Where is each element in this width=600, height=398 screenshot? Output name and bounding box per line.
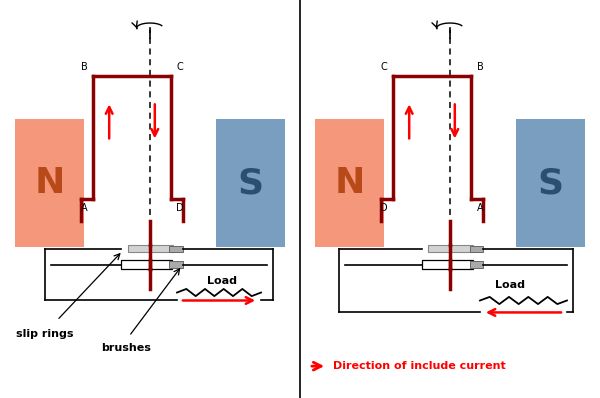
Text: N: N [34,166,65,200]
Bar [315,119,384,247]
Bar [15,119,84,247]
Text: S: S [538,166,563,200]
Text: C: C [176,62,184,72]
Bar [169,261,182,268]
Text: A: A [80,203,88,213]
Text: C: C [380,62,388,72]
Text: N: N [334,166,365,200]
Text: slip rings: slip rings [16,329,74,339]
Bar [169,246,182,252]
Bar [427,245,473,252]
Text: A: A [476,203,484,213]
Bar [216,119,285,247]
Text: Load: Load [495,279,525,290]
Text: B: B [80,62,88,72]
Text: D: D [380,203,388,213]
Text: B: B [476,62,484,72]
Text: brushes: brushes [101,343,151,353]
Text: Direction of include current: Direction of include current [333,361,506,371]
Bar [421,260,473,269]
Bar [470,261,482,268]
Bar [516,119,585,247]
Text: D: D [176,203,184,213]
Text: S: S [238,166,263,200]
Bar [470,246,482,252]
Bar [121,260,173,269]
Text: Load: Load [207,275,237,286]
Bar [128,245,173,252]
